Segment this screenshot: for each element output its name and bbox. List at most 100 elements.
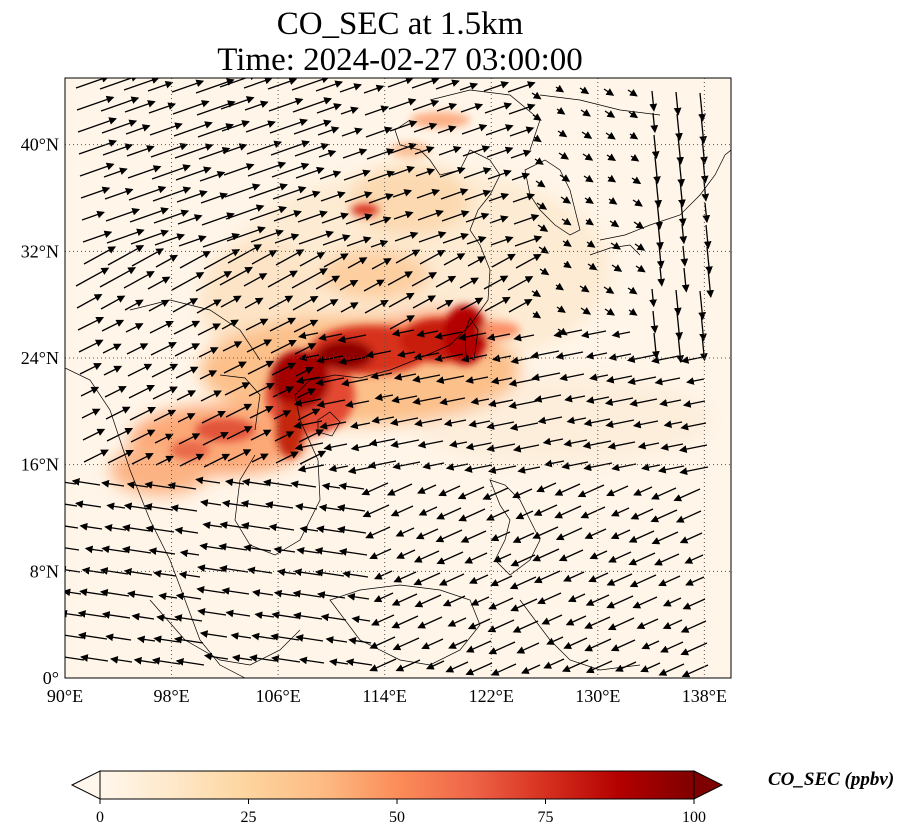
colorbar-tick-label: 75 bbox=[538, 809, 554, 826]
wind-arrow bbox=[508, 400, 538, 410]
wind-arrow bbox=[196, 299, 222, 314]
wind-arrow bbox=[82, 428, 106, 441]
wind-arrow bbox=[559, 174, 571, 182]
wind-arrow bbox=[71, 478, 101, 486]
wind-arrow bbox=[247, 360, 275, 375]
wind-arrow bbox=[387, 78, 414, 88]
wind-arrow bbox=[517, 466, 541, 474]
wind-arrow bbox=[298, 429, 325, 443]
wind-arrow bbox=[241, 521, 271, 530]
map-subtitle-time: Time: 2024-02-27 03:00:00 bbox=[217, 42, 583, 78]
wind-arrow bbox=[270, 340, 297, 354]
latitude-tick-labels: 0° 8°N 16°N 24°N 32°N 40°N bbox=[21, 135, 59, 688]
wind-arrow bbox=[512, 620, 539, 633]
wind-arrow bbox=[678, 179, 686, 208]
wind-arrow bbox=[200, 390, 222, 402]
wind-arrow bbox=[245, 120, 276, 133]
wind-arrow bbox=[487, 619, 515, 633]
wind-arrow bbox=[225, 204, 265, 220]
wind-arrow bbox=[299, 252, 326, 267]
lon-tick-label: 138°E bbox=[682, 686, 727, 706]
wind-arrow bbox=[563, 637, 588, 649]
wind-arrow bbox=[76, 95, 115, 111]
wind-arrow bbox=[275, 249, 305, 266]
wind-arrow bbox=[610, 507, 630, 517]
wind-arrow bbox=[637, 441, 660, 450]
wind-arrow bbox=[150, 142, 189, 158]
wind-arrow bbox=[79, 363, 102, 375]
wind-arrow bbox=[153, 569, 177, 578]
wind-arrow bbox=[449, 440, 468, 448]
wind-arrow bbox=[464, 189, 492, 201]
wind-arrow bbox=[393, 373, 417, 381]
wind-arrow bbox=[421, 638, 444, 650]
wind-arrow bbox=[579, 284, 590, 293]
wind-arrow bbox=[555, 84, 565, 93]
wind-arrow bbox=[222, 143, 248, 154]
wind-arrow bbox=[544, 459, 565, 468]
wind-arrow bbox=[65, 566, 81, 574]
wind-arrow bbox=[390, 505, 414, 517]
wind-arrow bbox=[490, 575, 513, 587]
wind-arrow bbox=[516, 642, 540, 654]
wind-arrow bbox=[65, 656, 85, 661]
wind-arrow bbox=[490, 531, 511, 542]
wind-arrow bbox=[586, 240, 596, 248]
wind-arrow bbox=[468, 419, 491, 428]
wind-arrow bbox=[178, 571, 201, 579]
wind-arrow bbox=[393, 571, 417, 583]
wind-arrow bbox=[488, 192, 510, 202]
wind-arrow bbox=[247, 161, 287, 177]
wind-arrow bbox=[678, 201, 687, 227]
wind-arrow bbox=[442, 595, 466, 607]
wind-arrow bbox=[197, 123, 235, 138]
wind-arrow bbox=[438, 485, 461, 497]
wind-arrow bbox=[556, 107, 566, 115]
wind-arrow bbox=[344, 191, 373, 203]
lat-tick-label: 8°N bbox=[30, 561, 59, 581]
wind-arrow bbox=[106, 228, 145, 244]
wind-arrow bbox=[419, 249, 446, 265]
wind-arrow bbox=[553, 329, 583, 339]
wind-arrow bbox=[293, 119, 332, 135]
wind-arrow bbox=[389, 417, 419, 426]
wind-arrow bbox=[482, 487, 509, 500]
wind-arrow bbox=[536, 202, 548, 210]
wind-arrow bbox=[492, 354, 512, 363]
wind-arrow bbox=[75, 500, 102, 509]
wind-arrow bbox=[521, 664, 541, 674]
wind-arrow bbox=[158, 592, 178, 601]
wind-arrow bbox=[347, 593, 370, 601]
wind-arrow bbox=[179, 549, 200, 558]
wind-arrow bbox=[298, 353, 320, 362]
wind-arrow bbox=[580, 109, 591, 117]
wind-arrow bbox=[509, 576, 537, 590]
lon-tick-label: 90°E bbox=[47, 686, 83, 706]
wind-arrow bbox=[136, 635, 156, 644]
wind-arrow bbox=[292, 590, 322, 598]
wind-arrow bbox=[486, 146, 514, 158]
wind-arrow bbox=[271, 654, 301, 663]
wind-arrow bbox=[680, 356, 704, 364]
wind-arrow bbox=[412, 374, 441, 383]
wind-arrow bbox=[199, 370, 218, 380]
wind-arrow bbox=[605, 419, 635, 429]
wind-arrow bbox=[82, 230, 113, 243]
wind-arrow bbox=[274, 233, 300, 244]
wind-arrow bbox=[254, 611, 275, 620]
wind-arrow bbox=[677, 157, 686, 187]
wind-arrow bbox=[122, 545, 152, 554]
wind-arrow bbox=[567, 593, 586, 603]
wind-arrow bbox=[438, 573, 465, 586]
wind-arrow bbox=[83, 246, 117, 265]
wind-arrow bbox=[101, 119, 138, 134]
wind-arrow bbox=[699, 312, 707, 342]
wind-arrow bbox=[270, 140, 310, 156]
wind-arrow bbox=[248, 183, 288, 199]
wind-arrow bbox=[272, 386, 295, 398]
wind-arrow bbox=[656, 244, 665, 269]
wind-arrow bbox=[248, 383, 275, 397]
wind-arrow bbox=[226, 426, 253, 440]
wind-arrow bbox=[177, 413, 196, 423]
wind-arrow bbox=[610, 529, 631, 540]
